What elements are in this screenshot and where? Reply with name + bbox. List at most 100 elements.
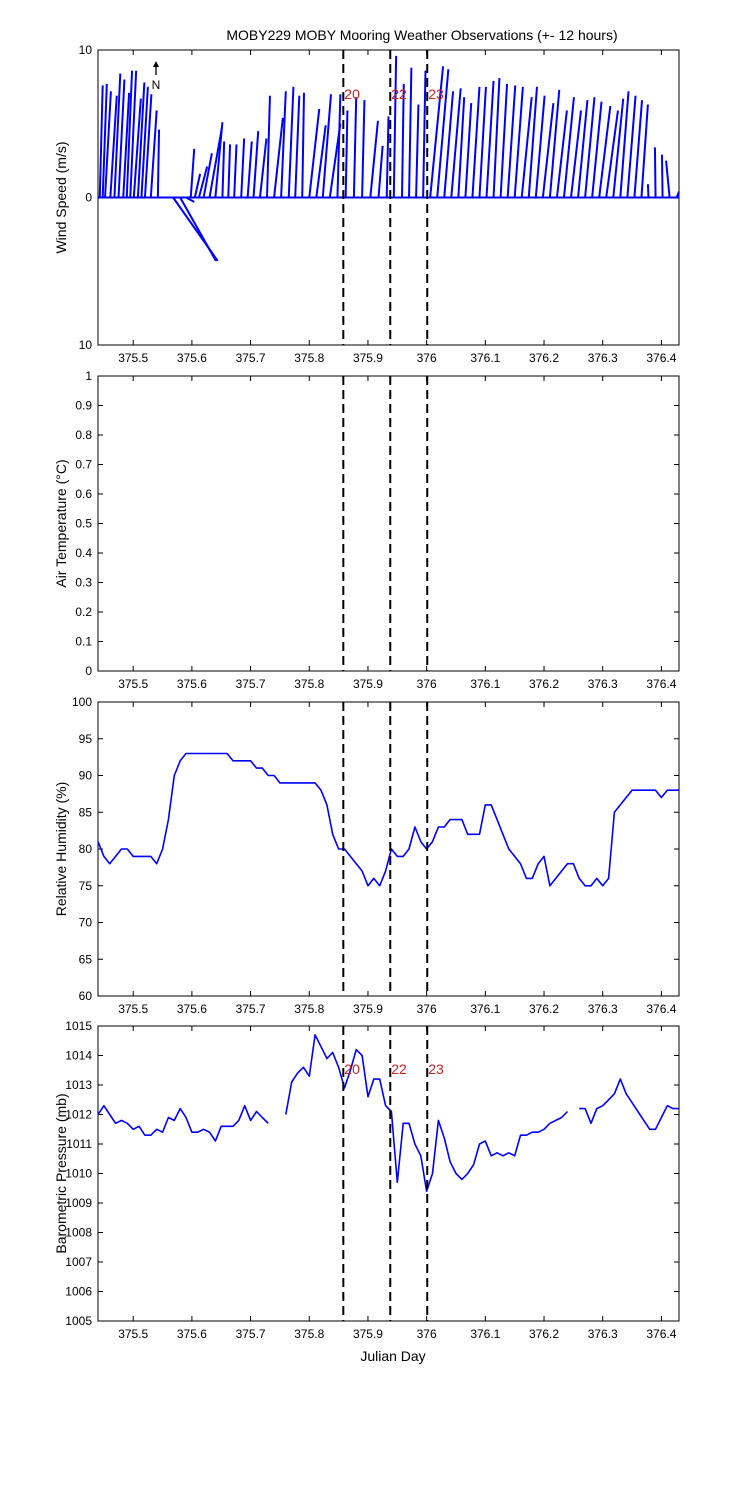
- x-tick-label: 375.9: [353, 677, 383, 691]
- x-tick-label: 376.2: [529, 351, 559, 365]
- y-tick-label: 0: [85, 191, 92, 205]
- x-tick-label: 376: [417, 677, 437, 691]
- x-tick-label: 375.7: [236, 1002, 266, 1016]
- wind-vector: [185, 196, 195, 203]
- event-marker-label: 23: [428, 86, 444, 102]
- x-tick-label: 376.4: [646, 1002, 676, 1016]
- wind-vector: [640, 104, 649, 198]
- wind-vector: [252, 131, 260, 198]
- x-tick-label: 375.6: [177, 351, 207, 365]
- x-tick-label: 376.2: [529, 677, 559, 691]
- wind-vector: [633, 100, 644, 198]
- y-tick-label: 85: [79, 805, 93, 819]
- y-tick-label: 0.3: [75, 576, 92, 590]
- wind-vector: [577, 100, 589, 198]
- x-tick-label: 375.7: [236, 677, 266, 691]
- wind-vector: [104, 91, 112, 198]
- x-tick-label: 375.8: [294, 677, 324, 691]
- wind-panel: 375.5 375.6 375.7 375.8 375.9 376 376.1 376.2 37…: [53, 43, 680, 365]
- x-tick-label: 375.8: [294, 1327, 324, 1341]
- y-tick-label: 1006: [65, 1285, 92, 1299]
- x-tick-label: 376.2: [529, 1002, 559, 1016]
- x-tick-label: 375.9: [353, 351, 383, 365]
- wind-vector: [408, 67, 413, 198]
- wind-vector: [520, 97, 533, 198]
- y-tick-label: 60: [79, 989, 93, 1003]
- y-tick-label: 1011: [66, 1137, 92, 1151]
- y-tick-label: 0.2: [75, 605, 92, 619]
- barometric-pressure-axes-frame: [97, 1025, 680, 1322]
- barometric-pressure-plot-area: [98, 1034, 679, 1192]
- wind-vector: [499, 83, 509, 198]
- y-tick-label: 75: [79, 879, 93, 893]
- wind-vector: [392, 55, 398, 198]
- wind-vector: [485, 80, 495, 198]
- y-tick-label: 80: [79, 842, 93, 856]
- y-tick-label: 0.7: [75, 458, 92, 472]
- wind-vector: [660, 154, 664, 198]
- relative-humidity-panel: 375.5 375.6 375.7 375.8 375.9 376 376.1 376.2 37…: [53, 695, 680, 1016]
- barometric-pressure-panel: 375.5 375.6 375.7 375.8 375.9 376 376.1 376.2 37…: [53, 1019, 680, 1341]
- y-tick-label: 65: [79, 952, 93, 966]
- x-tick-label: 376.1: [470, 351, 500, 365]
- wind-vector: [266, 95, 271, 198]
- air-temperature-panel: 375.5 375.6 375.7 375.8 375.9 376 376.1 376.2 37…: [53, 369, 680, 691]
- wind-vector: [227, 144, 232, 198]
- wind-plot-area: [98, 55, 679, 262]
- y-tick-label: 0: [85, 664, 92, 678]
- x-tick-label: 375.5: [118, 1002, 148, 1016]
- y-tick-label: 1009: [65, 1196, 92, 1210]
- wind-vector: [156, 129, 161, 198]
- x-tick-label: 375.7: [236, 351, 266, 365]
- y-tick-label: 10: [79, 338, 93, 352]
- wind-vector: [202, 153, 213, 198]
- x-tick-label: 375.8: [294, 351, 324, 365]
- x-tick-label: 375.5: [118, 1327, 148, 1341]
- wind-vector: [280, 91, 287, 198]
- x-tick-label: 376: [417, 1327, 437, 1341]
- wind-vector: [197, 166, 209, 198]
- wind-vector: [464, 103, 473, 198]
- wind-vector: [377, 145, 384, 198]
- x-tick-label: 375.5: [118, 677, 148, 691]
- wind-vector: [101, 83, 108, 198]
- wind-vector: [436, 69, 450, 198]
- wind-vector: [240, 138, 246, 198]
- x-tick-label: 376.4: [646, 677, 676, 691]
- x-tick-label: 376.1: [470, 1327, 500, 1341]
- wind-vector: [149, 110, 158, 198]
- wind-vector: [548, 89, 561, 198]
- y-tick-label: 90: [79, 769, 93, 783]
- wind-vector: [584, 97, 596, 198]
- y-tick-label: 0.5: [75, 517, 92, 531]
- wind-vector: [506, 85, 517, 198]
- event-marker-label: 22: [391, 86, 407, 102]
- wind-vector: [246, 141, 253, 198]
- y-tick-label: 100: [72, 695, 92, 709]
- wind-vector: [471, 86, 481, 198]
- wind-vector: [653, 147, 657, 198]
- y-tick-label: 1014: [65, 1049, 92, 1063]
- wind-vector: [98, 85, 104, 198]
- wind-vector: [321, 94, 332, 198]
- event-marker-label: 20: [344, 86, 360, 102]
- x-tick-label: 376: [417, 351, 437, 365]
- wind-vector: [344, 110, 349, 198]
- relative-humidity-plot-area: [98, 752, 679, 887]
- wind-vector: [534, 95, 546, 198]
- wind-vector: [308, 108, 321, 198]
- x-tick-label: 375.9: [353, 1002, 383, 1016]
- barometric-pressure-series-line: [285, 1034, 569, 1192]
- x-tick-label: 376.1: [470, 677, 500, 691]
- wind-vector: [675, 191, 679, 198]
- y-tick-label: 0.6: [75, 487, 92, 501]
- wind-vector: [646, 184, 650, 198]
- x-tick-label: 376: [417, 1002, 437, 1016]
- wind-y-axis-label: Wind Speed (m/s): [53, 141, 69, 253]
- wind-vector: [369, 120, 379, 198]
- wind-vector: [221, 141, 226, 198]
- wind-vector: [179, 197, 217, 262]
- x-tick-label: 375.6: [177, 677, 207, 691]
- wind-vector: [605, 110, 619, 198]
- barometric-pressure-series-line: [98, 1104, 269, 1142]
